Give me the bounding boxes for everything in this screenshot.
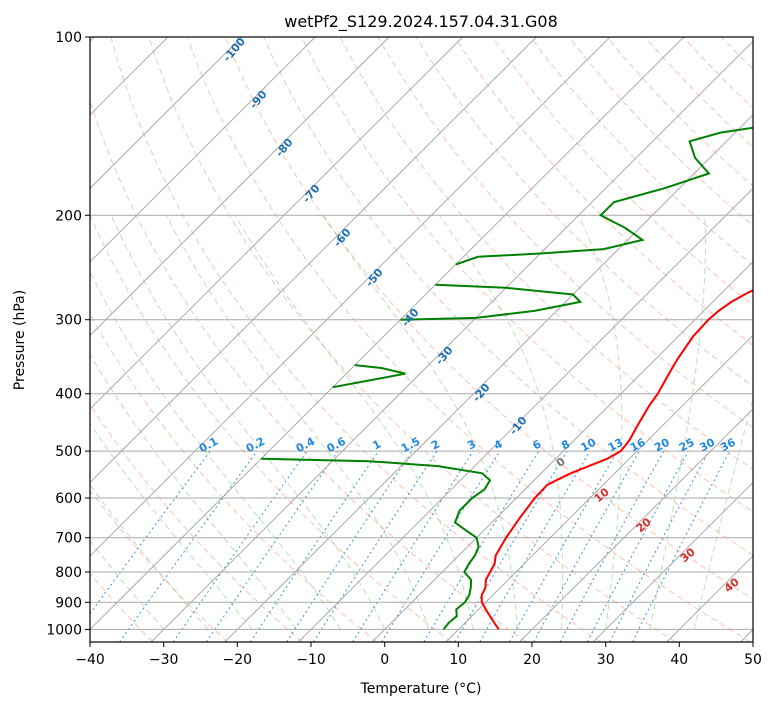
y-tick-label: 1000 [46,622,82,638]
dry-adiabat-line [110,37,602,642]
isotherm-line [371,261,753,642]
isotherm-line [298,187,753,642]
isotherm-line [90,37,464,410]
dewpoint-profile-line [400,283,583,321]
mixing-ratio-label: 16 [628,436,648,455]
dry-adiabat-line [90,214,452,642]
y-axis: 1000 900 800 700 600 500 400 300 200 100 [46,30,90,638]
mixing-ratio-line [313,450,438,642]
mixing-ratio-line [90,450,211,615]
y-tick-label: 500 [55,444,82,460]
mixing-ratio-line [454,450,568,642]
x-tick-label: −40 [75,652,105,668]
dry-adiabat-line [301,37,753,513]
isotherm-line [90,37,316,263]
y-axis-title: Pressure (hPa) [12,290,28,390]
mixing-ratio-line [423,450,540,642]
dewpoint-profile-line [455,126,753,266]
y-tick-label: 800 [55,565,82,581]
plot-frame [89,36,754,643]
isotherm-line [90,37,243,190]
dewpoint-profile-line [261,457,492,631]
x-tick-label: 30 [597,652,615,668]
mixing-ratio-label: 30 [697,436,717,455]
x-tick-label: −20 [223,652,253,668]
y-tick-label: 100 [55,30,82,46]
dry-adiabat-line [90,98,527,642]
x-tick-label: 20 [523,652,541,668]
y-tick-label: 900 [55,595,82,611]
dewpoint-profile-line [332,364,406,389]
grid-lines [90,37,753,642]
dry-adiabat-line [377,37,753,429]
isotherm-line [90,37,685,631]
temperature-profile-line [480,289,753,630]
x-tick-label: 0 [380,652,389,668]
mixing-ratio-label: 10 [579,436,599,455]
dry-adiabat-line [263,37,753,556]
y-tick-label: 400 [55,387,82,403]
x-axis: −40 −30 −20 −10 0 10 20 30 40 50 [75,642,762,668]
x-axis-title: Temperature (°C) [360,681,482,697]
mixing-ratio-label: 36 [718,436,738,455]
mixing-ratio-line [533,450,640,642]
isotherm-line [592,481,753,642]
x-tick-label: 40 [670,652,688,668]
isotherm-line [90,37,390,337]
mixing-ratio-label: 13 [606,436,626,455]
mixing-ratio-label: 25 [677,436,697,455]
x-tick-label: −30 [149,652,179,668]
dry-adiabat-line [224,37,753,600]
mixing-ratio-line [172,450,308,642]
dry-adiabat-line [90,489,228,642]
profile-lines [261,126,753,631]
mixing-ratio-line [609,450,710,642]
dry-adiabat-line [453,37,753,347]
isotherm-line [150,40,753,642]
y-tick-label: 700 [55,531,82,547]
dry-adiabat-line [415,37,753,387]
x-tick-label: 10 [449,652,467,668]
y-tick-label: 600 [55,491,82,507]
mixing-ratio-line [559,450,665,642]
mixing-ratio-line [479,450,591,642]
chart-title: wetPf2_S129.2024.157.04.31.G08 [284,12,558,32]
y-tick-label: 200 [55,208,82,224]
dry-adiabat-line [90,403,303,642]
y-tick-label: 300 [55,313,82,329]
moist-adiabat-line [234,215,474,630]
isotherm-line [445,334,753,642]
dry-adiabat-line [491,37,753,306]
isotherm-line [90,37,611,557]
x-tick-label: −10 [296,652,326,668]
isotherm-line [224,114,753,642]
mixing-ratio-line [632,450,731,642]
mixing-ratio-label: 20 [652,436,672,455]
mixing-ratio-line [286,450,413,642]
mixing-ratio-line [509,450,618,642]
isotherm-line [90,37,537,484]
dry-adiabat-line [148,37,676,642]
dry-adiabat-line [90,313,378,642]
mixing-ratio-line [586,450,689,642]
mixing-ratio-line [381,450,501,642]
isotherm-line [519,408,753,642]
x-tick-label: 50 [744,652,762,668]
dry-adiabat-line [339,37,753,470]
moist-adiabat-line [110,215,386,630]
